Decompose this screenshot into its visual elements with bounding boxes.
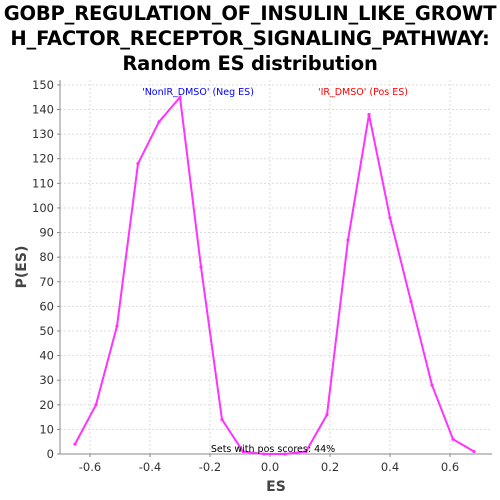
data-point-9	[262, 452, 266, 456]
y-tick-label-8: 80	[39, 250, 54, 264]
data-point-15	[388, 216, 392, 220]
y-tick-label-15: 150	[32, 78, 54, 92]
pos-es-label: 'IR_DMSO' (Pos ES)	[318, 87, 408, 98]
data-point-5	[178, 95, 182, 99]
data-point-13	[346, 238, 350, 242]
pos-scores-footer: Sets with pos scores: 44%	[211, 444, 335, 455]
data-point-8	[241, 449, 245, 454]
x-tick-label-4: 0.2	[321, 460, 339, 474]
x-tick-label-0: -0.6	[79, 460, 101, 474]
data-point-10	[283, 452, 287, 456]
data-point-0	[73, 442, 77, 446]
chart-title-line-2: H_FACTOR_RECEPTOR_SIGNALING_PATHWAY:	[10, 27, 490, 50]
x-axis-label: ES	[266, 479, 286, 495]
data-point-18	[451, 437, 455, 441]
data-point-14	[367, 112, 371, 117]
data-point-19	[472, 449, 476, 454]
data-point-1	[94, 403, 98, 407]
neg-es-label: 'NonIR_DMSO' (Neg ES)	[142, 87, 254, 98]
y-tick-label-7: 70	[39, 275, 54, 289]
data-point-16	[409, 299, 413, 304]
y-tick-label-11: 110	[32, 176, 54, 190]
x-tick-label-5: 0.4	[381, 460, 399, 474]
data-point-6	[199, 265, 203, 269]
y-tick-label-10: 100	[32, 201, 54, 215]
y-tick-label-14: 140	[32, 103, 54, 117]
x-tick-label-6: 0.6	[441, 460, 459, 474]
data-point-4	[157, 120, 161, 124]
x-tick-label-3: 0.0	[261, 460, 279, 474]
y-tick-label-6: 60	[39, 299, 54, 313]
y-axis-label: P(ES)	[14, 246, 30, 289]
data-point-11	[304, 449, 308, 454]
data-point-3	[136, 162, 140, 166]
es-distribution-line	[74, 94, 475, 455]
y-tick-label-12: 120	[32, 152, 54, 166]
plot-area	[60, 80, 492, 454]
y-tick-label-2: 20	[39, 398, 54, 412]
data-point-7	[220, 417, 224, 422]
y-tick-label-1: 10	[39, 422, 54, 436]
y-tick-label-0: 0	[47, 447, 54, 461]
x-tick-label-2: -0.2	[199, 460, 221, 474]
y-tick-label-9: 90	[39, 226, 54, 240]
data-point-2	[115, 324, 119, 328]
x-tick-label-1: -0.4	[139, 460, 161, 474]
chart-title-line-3: Random ES distribution	[122, 52, 378, 75]
y-tick-label-5: 50	[39, 324, 54, 338]
data-point-17	[430, 383, 434, 387]
chart-title-line-1: GOBP_REGULATION_OF_INSULIN_LIKE_GROWT	[3, 2, 497, 25]
data-point-12	[325, 413, 329, 417]
y-tick-label-3: 30	[39, 373, 54, 387]
y-tick-label-4: 40	[39, 349, 54, 363]
y-tick-label-13: 130	[32, 127, 54, 141]
